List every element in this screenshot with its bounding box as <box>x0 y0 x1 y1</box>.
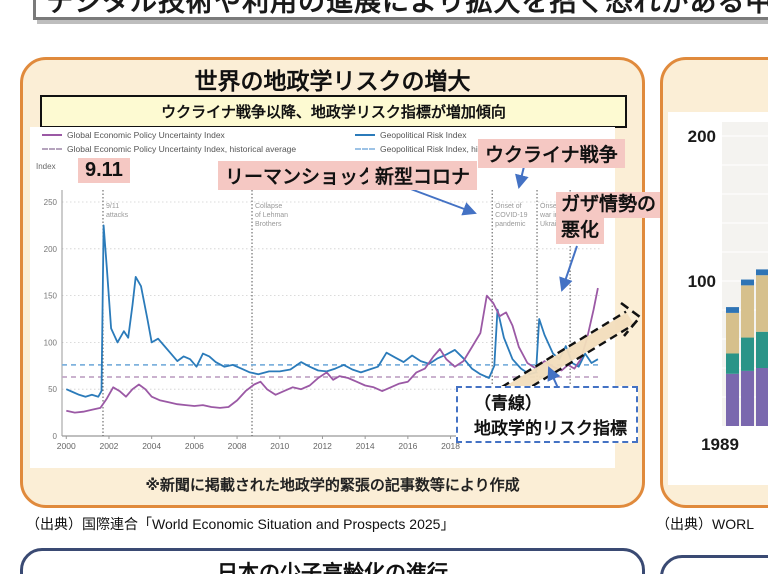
svg-text:2008: 2008 <box>228 441 247 451</box>
top-banner: デジタル技術や利用の進展により拡大を招く恐れがある中 <box>33 0 768 20</box>
svg-text:2016: 2016 <box>398 441 417 451</box>
svg-text:200: 200 <box>688 127 716 146</box>
svg-text:100: 100 <box>688 272 716 291</box>
legend-item: Global Economic Policy Uncertainty Index <box>42 130 225 140</box>
geo-chart-note: ※新聞に掲載された地政学的緊張の記事数等により作成 <box>145 477 520 494</box>
bottom-left-panel-title: 日本の少子高齢化の進行 <box>217 562 448 574</box>
geo-panel-title: 世界の地政学リスクの増大 <box>194 68 471 94</box>
annotation-ukraine-label: ウクライナ戦争 <box>478 139 625 168</box>
svg-text:2018: 2018 <box>441 441 460 451</box>
annotation-gaza-label: ガザ情勢の 悪化 <box>556 192 662 244</box>
annotation-gaza-line1: ガザ情勢の <box>556 192 662 218</box>
bottom-right-panel <box>660 555 768 574</box>
top-banner-text: デジタル技術や利用の進展により拡大を招く恐れがある中 <box>46 0 768 17</box>
geo-highlight-text: ウクライナ戦争以降、地政学リスク指標が増加傾向 <box>161 104 506 121</box>
geo-source: （出典）国際連合「World Economic Situation and Pr… <box>26 516 455 532</box>
legend-item: Geopolitical Risk Index <box>355 130 466 140</box>
right-panel-source: （出典）WORL <box>656 516 754 532</box>
annotation-911-label: 9.11 <box>78 158 130 183</box>
legend-label: Geopolitical Risk Index, historical aver… <box>380 144 538 154</box>
blue-line-callout-line1: （青線） <box>474 394 542 413</box>
svg-text:50: 50 <box>48 385 57 394</box>
svg-text:2006: 2006 <box>185 441 204 451</box>
stacked-bar-chart: 100 200 1989 <box>688 122 768 454</box>
svg-text:2012: 2012 <box>313 441 332 451</box>
legend-label: Global Economic Policy Uncertainty Index… <box>67 144 297 154</box>
svg-text:2014: 2014 <box>356 441 375 451</box>
legend-item: Geopolitical Risk Index, historical aver… <box>355 144 538 154</box>
legend-label: Geopolitical Risk Index <box>380 130 467 140</box>
annotation-gaza-line2: 悪化 <box>556 218 605 244</box>
svg-text:2000: 2000 <box>57 441 76 451</box>
geopolitical-risk-chart: 0 50 100 150 200 250 2000 2002 2004 2006 2008 2010 2… <box>44 190 600 451</box>
svg-text:2002: 2002 <box>100 441 119 451</box>
svg-text:2004: 2004 <box>142 441 161 451</box>
svg-text:250: 250 <box>44 198 58 207</box>
svg-text:200: 200 <box>44 245 58 254</box>
legend-label: Global Economic Policy Uncertainty Index <box>67 130 225 140</box>
svg-text:150: 150 <box>44 292 58 301</box>
purple-line-swatch-icon <box>42 134 62 136</box>
blue-line-callout: （青線） 地政学的リスク指標 <box>456 386 638 443</box>
svg-text:2010: 2010 <box>270 441 289 451</box>
annotation-covid-label: 新型コロナ <box>368 161 478 190</box>
gray-dash-swatch-icon <box>42 148 62 150</box>
legend-item: Global Economic Policy Uncertainty Index… <box>42 144 296 154</box>
lightblue-dash-swatch-icon <box>355 148 375 150</box>
blue-line-callout-line2: 地政学的リスク指標 <box>474 419 627 438</box>
svg-text:1989: 1989 <box>701 435 739 454</box>
y-axis-unit-label: Index <box>36 162 56 171</box>
svg-text:0: 0 <box>53 432 58 441</box>
svg-text:100: 100 <box>44 338 58 347</box>
geo-highlight-box: ウクライナ戦争以降、地政学リスク指標が増加傾向 <box>40 95 627 128</box>
blue-line-swatch-icon <box>355 134 375 136</box>
annotation-lehman-label: リーマンショック <box>218 161 385 190</box>
bottom-left-panel <box>20 548 645 574</box>
